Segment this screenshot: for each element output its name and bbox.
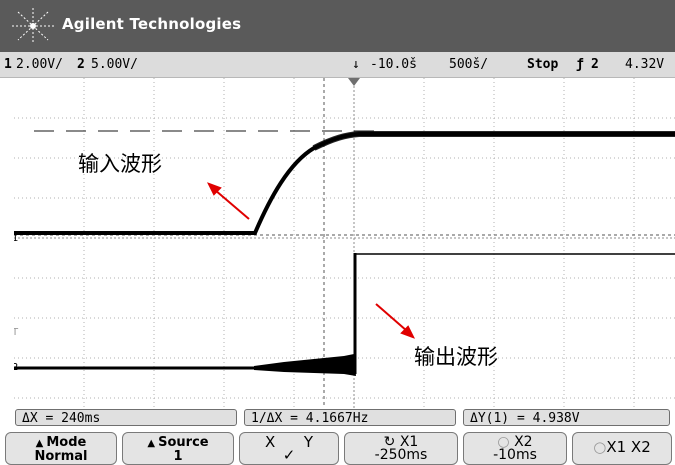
timebase-value: 500š/ xyxy=(449,57,489,72)
x1-title: X1 xyxy=(399,434,419,450)
run-state: Stop xyxy=(527,57,559,72)
waveform-display[interactable]: 1 2 T 输入波形 输出波形 xyxy=(14,78,675,408)
x1-value: -250ms xyxy=(374,447,428,463)
delay-value: -10.0š xyxy=(370,57,417,72)
ch1-number: 1 xyxy=(4,57,12,72)
input-waveform-label: 输入波形 xyxy=(78,152,162,176)
delta-x-readout: ΔX = 240ms xyxy=(15,409,237,426)
softkey-bar: ▲ Mode Normal ▲ Source 1 X Y ✓ ↻ X1 -250ms… xyxy=(0,430,675,465)
output-waveform-label: 输出波形 xyxy=(414,345,498,369)
trigger-level-marker: T xyxy=(14,327,19,338)
up-arrow-icon: ▲ xyxy=(35,438,44,449)
agilent-spark-icon xyxy=(12,8,54,44)
trigger-edge-icon: ƒ xyxy=(576,57,584,72)
ch2-number: 2 xyxy=(77,57,85,72)
trigger-level: 4.32V xyxy=(625,57,665,72)
brand-name: Agilent Technologies xyxy=(62,15,242,33)
x2-value: -10ms xyxy=(493,447,537,463)
knob-inactive-icon: ○ xyxy=(497,434,515,450)
delta-y-readout: ΔY(1) = 4.938V xyxy=(463,409,670,426)
x2-title: X2 xyxy=(514,434,533,450)
inverse-delta-x-readout: 1/ΔX = 4.1667Hz xyxy=(244,409,456,426)
y-cursor-label: Y xyxy=(303,433,314,451)
x-cursor-label: X xyxy=(264,433,276,451)
rotate-knob-icon: ↻ xyxy=(383,434,400,450)
source-value: 1 xyxy=(173,449,183,464)
up-arrow-icon: ▲ xyxy=(147,438,156,449)
xy-softkey[interactable]: X Y ✓ xyxy=(239,432,339,465)
checkmark-icon: ✓ xyxy=(282,446,296,464)
trigger-pos-icon: ↓ xyxy=(352,57,360,72)
trigger-channel: 2 xyxy=(591,57,599,72)
mode-softkey[interactable]: ▲ Mode Normal xyxy=(5,432,117,465)
x1x2-label: X1 X2 xyxy=(606,438,651,456)
ch1-scale: 2.00V/ xyxy=(16,57,63,72)
measurement-bar: ΔX = 240ms 1/ΔX = 4.1667Hz ΔY(1) = 4.938… xyxy=(0,408,675,428)
title-bar: Agilent Technologies xyxy=(0,0,675,52)
mode-value: Normal xyxy=(34,449,88,464)
x1x2-softkey[interactable]: ○X1 X2 xyxy=(572,432,672,465)
status-bar: 1 2.00V/ 2 5.00V/ ↓ -10.0š 500š/ Stop ƒ … xyxy=(0,52,675,78)
graticule: 1 2 T xyxy=(14,78,675,408)
knob-inactive-icon: ○ xyxy=(593,438,607,456)
source-title: Source xyxy=(158,435,209,450)
ch2-marker: 2 xyxy=(14,362,18,373)
mode-title: Mode xyxy=(46,435,87,450)
source-softkey[interactable]: ▲ Source 1 xyxy=(122,432,234,465)
ch1-marker: 1 xyxy=(14,233,18,244)
x1-softkey[interactable]: ↻ X1 -250ms xyxy=(344,432,458,465)
ch2-scale: 5.00V/ xyxy=(91,57,138,72)
x2-softkey[interactable]: ○ X2 -10ms xyxy=(463,432,567,465)
